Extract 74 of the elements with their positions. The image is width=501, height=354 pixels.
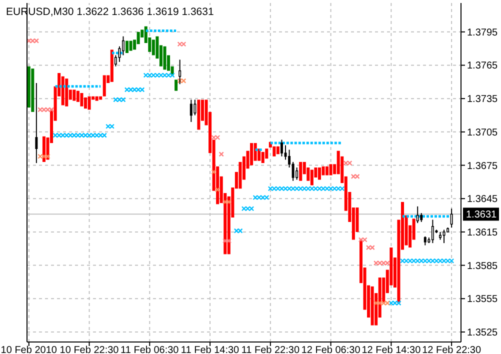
x-tick-label: 12 Feb 14:30 bbox=[362, 345, 422, 354]
bar bbox=[299, 162, 302, 181]
bar bbox=[322, 166, 325, 176]
candlestick bbox=[450, 208, 453, 228]
point bbox=[45, 154, 50, 159]
point bbox=[38, 107, 43, 112]
y-tick-label: 1.3555 bbox=[467, 294, 498, 306]
y-tick-label: 1.3765 bbox=[467, 60, 498, 72]
y-tick-label: 1.3705 bbox=[467, 127, 498, 138]
bar bbox=[84, 97, 88, 109]
ref-line-label: 1.3631 bbox=[466, 210, 498, 221]
bar bbox=[265, 148, 268, 159]
point bbox=[362, 237, 368, 242]
y-tick-label: 1.3585 bbox=[467, 260, 498, 272]
bar bbox=[65, 78, 68, 106]
bar bbox=[261, 152, 264, 164]
bar bbox=[80, 93, 84, 106]
bar bbox=[61, 76, 64, 106]
bar bbox=[326, 166, 329, 176]
point bbox=[177, 78, 182, 84]
y-tick-label: 1.3735 bbox=[467, 94, 498, 106]
point bbox=[181, 42, 186, 47]
point bbox=[211, 134, 216, 140]
x-tick-label: 10 Feb 22:30 bbox=[60, 345, 120, 354]
candlestick bbox=[431, 219, 434, 244]
bar bbox=[272, 146, 276, 156]
point bbox=[370, 244, 375, 250]
candlestick bbox=[280, 139, 283, 157]
candlestick bbox=[416, 206, 419, 224]
y-tick-label: 1.3795 bbox=[467, 27, 498, 38]
bar bbox=[31, 68, 34, 112]
bar bbox=[310, 170, 314, 186]
bar bbox=[152, 40, 155, 56]
bar bbox=[250, 143, 254, 166]
bar bbox=[72, 90, 76, 101]
candlestick bbox=[194, 99, 196, 116]
bar bbox=[370, 286, 374, 326]
candlestick bbox=[122, 36, 124, 56]
bar bbox=[174, 80, 178, 91]
point bbox=[214, 187, 220, 192]
x-tick-label: 12 Feb 06:30 bbox=[301, 345, 361, 354]
bar bbox=[197, 100, 200, 130]
bar bbox=[99, 96, 102, 100]
x-tick-label: 12 Feb 22:30 bbox=[422, 345, 482, 354]
point bbox=[347, 160, 352, 166]
candlestick bbox=[190, 99, 192, 122]
point bbox=[45, 107, 50, 112]
y-tick-label: 1.3645 bbox=[467, 194, 498, 206]
bar bbox=[129, 40, 132, 51]
point bbox=[218, 152, 224, 157]
candlestick bbox=[284, 144, 287, 160]
candlestick bbox=[35, 82, 38, 164]
bar bbox=[110, 50, 114, 82]
point bbox=[354, 174, 360, 179]
bar bbox=[95, 96, 98, 101]
point bbox=[343, 160, 348, 166]
y-tick-label: 1.3675 bbox=[467, 160, 498, 172]
y-tick-label: 1.3525 bbox=[467, 327, 498, 338]
x-tick-label: 11 Feb 14:30 bbox=[180, 345, 240, 354]
candlestick bbox=[442, 229, 446, 244]
x-tick-label: 11 Feb 06:30 bbox=[120, 345, 180, 354]
point bbox=[211, 169, 216, 175]
y-tick-label: 1.3615 bbox=[467, 227, 498, 238]
bar bbox=[318, 168, 321, 180]
bar bbox=[163, 46, 166, 70]
candlestick bbox=[296, 167, 298, 180]
point bbox=[38, 154, 43, 159]
point bbox=[177, 42, 182, 47]
bar bbox=[88, 96, 91, 110]
bar bbox=[329, 164, 332, 176]
point bbox=[181, 78, 186, 84]
x-tick-label: 11 Feb 22:30 bbox=[241, 345, 300, 354]
bar bbox=[102, 75, 106, 96]
x-tick-label: 10 Feb 2010 bbox=[0, 345, 58, 354]
